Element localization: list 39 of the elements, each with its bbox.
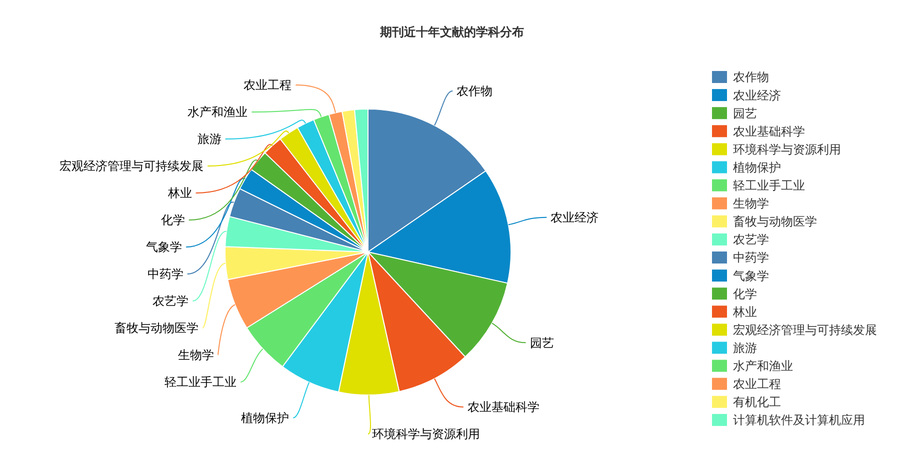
legend-label: 中药学 bbox=[733, 250, 769, 265]
legend-label: 宏观经济管理与可持续发展 bbox=[733, 322, 877, 337]
slice-label: 农业经济 bbox=[550, 210, 599, 225]
legend-label: 林业 bbox=[732, 304, 757, 319]
slice-label: 旅游 bbox=[197, 132, 222, 146]
slice-label: 农作物 bbox=[456, 84, 493, 98]
slice-label: 农艺学 bbox=[152, 294, 189, 308]
slice-label: 化学 bbox=[160, 213, 185, 228]
slice-label: 园艺 bbox=[530, 336, 554, 350]
legend-label: 水产和渔业 bbox=[733, 359, 793, 373]
legend-label: 化学 bbox=[733, 286, 757, 301]
slice-label: 生物学 bbox=[178, 348, 214, 362]
slice-label: 植物保护 bbox=[241, 411, 290, 426]
legend-label: 生物学 bbox=[733, 196, 769, 211]
legend-label: 农业工程 bbox=[733, 377, 781, 392]
legend-label: 气象学 bbox=[733, 268, 769, 283]
legend-label: 旅游 bbox=[733, 340, 757, 355]
slice-label: 畜牧与动物医学 bbox=[114, 321, 199, 336]
slice-label: 中药学 bbox=[147, 267, 184, 282]
legend-label: 农艺学 bbox=[733, 232, 769, 247]
slice-label: 轻工业手工业 bbox=[164, 375, 237, 390]
legend-label: 畜牧与动物医学 bbox=[733, 214, 817, 229]
legend-label: 农业经济 bbox=[733, 88, 781, 102]
slice-label: 林业 bbox=[166, 186, 192, 200]
legend-label: 计算机软件及计算机应用 bbox=[733, 413, 865, 428]
slice-label: 气象学 bbox=[146, 240, 182, 254]
legend-label: 植物保护 bbox=[733, 160, 781, 174]
chart-title: 期刊近十年文献的学科分布 bbox=[379, 25, 524, 40]
slice-label: 农业基础科学 bbox=[467, 400, 540, 414]
slice-label: 水产和渔业 bbox=[188, 105, 248, 120]
legend-label: 环境科学与资源利用 bbox=[733, 142, 841, 156]
legend-label: 轻工业手工业 bbox=[733, 178, 805, 192]
slice-label: 环境科学与资源利用 bbox=[372, 427, 480, 442]
legend-label: 农业基础科学 bbox=[733, 124, 805, 138]
slice-label: 宏观经济管理与可持续发展 bbox=[60, 159, 204, 174]
legend-label: 农作物 bbox=[733, 70, 769, 84]
legend-label: 园艺 bbox=[733, 106, 757, 120]
legend-label: 有机化工 bbox=[733, 395, 781, 410]
slice-label: 农业工程 bbox=[244, 78, 292, 92]
